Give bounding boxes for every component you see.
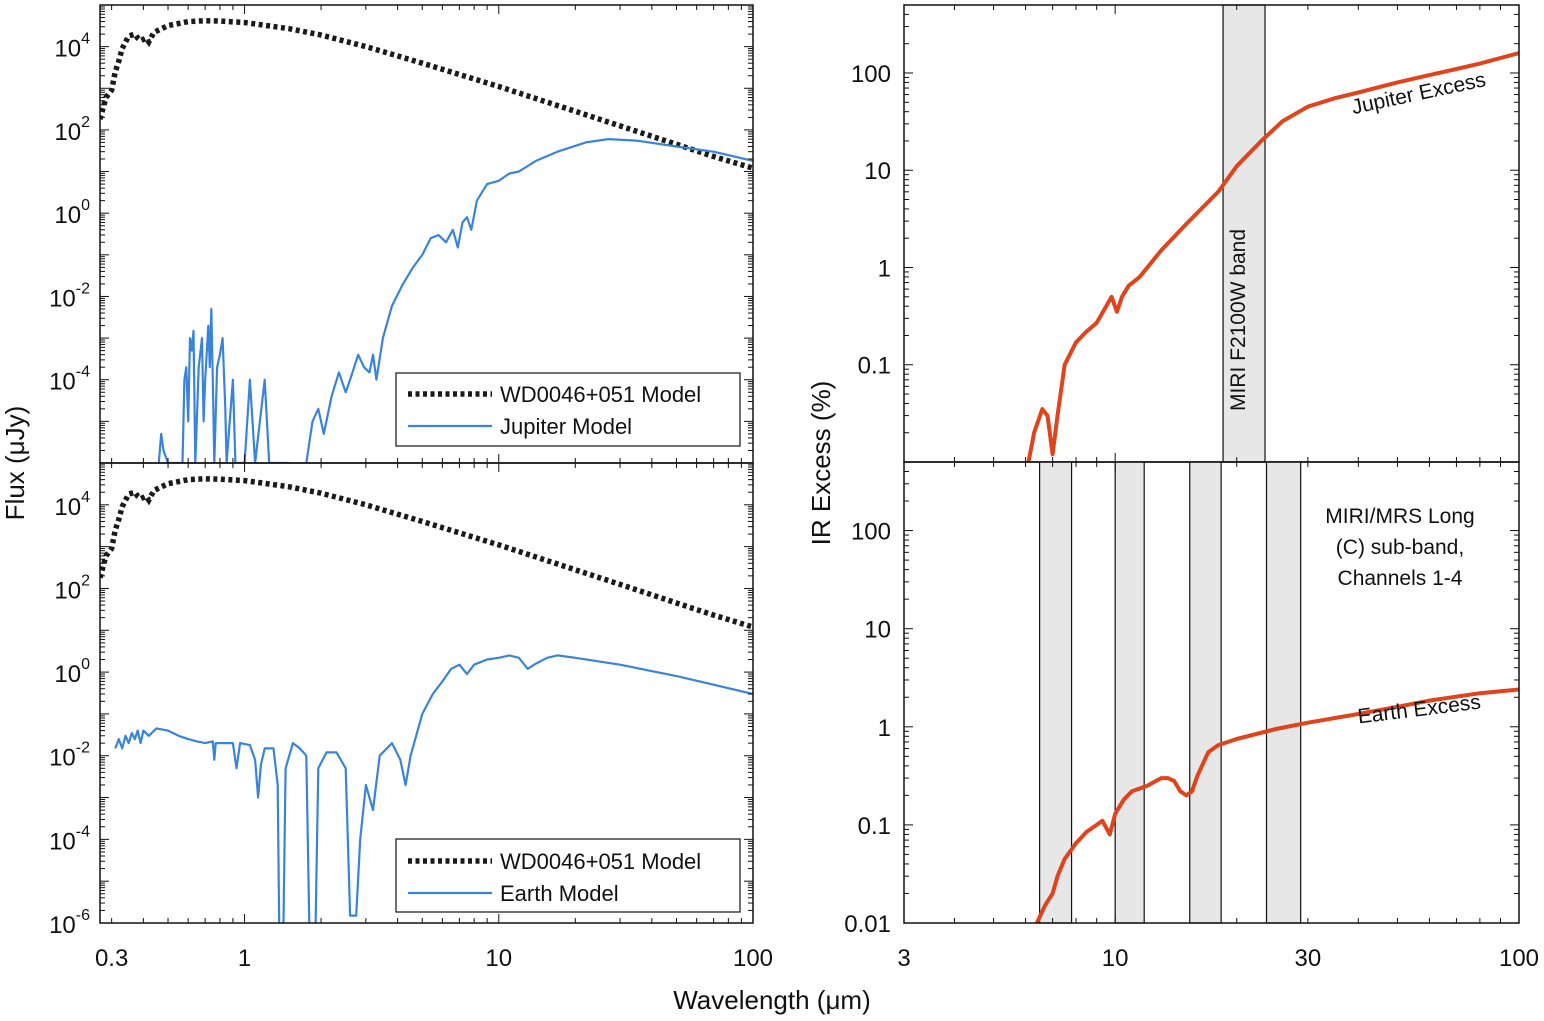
y-tick-label: 1 [878, 715, 891, 742]
x-tick-label: 30 [1294, 945, 1321, 972]
y-tick-label: 100 [54, 197, 90, 229]
y-tick-label: 100 [851, 61, 891, 88]
series-line-1 [1026, 51, 1519, 462]
legend-entry: Earth Model [500, 881, 619, 906]
legend-entry: Jupiter Model [500, 414, 632, 439]
y-tick-label: 10-2 [49, 740, 90, 772]
x-tick-label: 0.3 [95, 945, 128, 972]
x-tick-label: 10 [485, 945, 512, 972]
series-line-2 [157, 138, 753, 463]
band-4 [1265, 461, 1302, 924]
left-y-axis-label: Flux (μJy) [0, 406, 30, 521]
y-tick-label: 0.1 [858, 353, 891, 380]
panel-flux-jupiter: 104 102 100 10-2 10-4 WD0046+051 Model Jupiter… [49, 4, 754, 464]
legend: WD0046+051 Model Earth Model [395, 838, 741, 913]
series-line-1 [100, 17, 753, 171]
curve-label: Earth Excess [1356, 691, 1482, 729]
x-tick-label: 100 [733, 945, 773, 972]
band-label-line: (C) sub-band, [1336, 536, 1464, 559]
x-tick-label: 3 [897, 945, 910, 972]
y-tick-label: 10 [864, 617, 891, 644]
x-tick-label: 1 [238, 945, 251, 972]
legend: WD0046+051 Model Jupiter Model [395, 372, 741, 447]
x-tick-label: 100 [1499, 945, 1539, 972]
axes-frame [99, 462, 754, 924]
y-tick-label: 1 [878, 255, 891, 282]
axes-frame [903, 4, 1520, 463]
y-tick-label: 100 [54, 656, 90, 688]
band-label-line: MIRI/MRS Long [1325, 505, 1474, 528]
y-tick-label: 100 [851, 519, 891, 546]
y-tick-label: 10-4 [49, 823, 90, 855]
y-tick-label: 10 [864, 158, 891, 185]
y-tick-label: 102 [54, 114, 90, 146]
band-label: MIRI F2100W band [1227, 229, 1250, 411]
panel-flux-earth: 104 102 100 10-2 10-4 10-60.3 1 10 100 WD0046+051… [49, 462, 773, 972]
y-tick-label: 0.1 [858, 813, 891, 840]
y-tick-label: 10-2 [49, 280, 90, 312]
axes-frame [903, 461, 1520, 924]
y-tick-label: 10-4 [49, 364, 90, 396]
legend-entry: WD0046+051 Model [500, 382, 701, 407]
legend-box [395, 372, 741, 447]
band-2 [1114, 461, 1145, 924]
x-tick-label: 10 [1102, 945, 1129, 972]
y-tick-label: 0.01 [844, 911, 891, 938]
y-tick-label: 10-6 [49, 907, 90, 939]
y-tick-label: 104 [54, 31, 90, 63]
legend-box [395, 838, 741, 913]
shared-x-axis-label: Wavelength (μm) [673, 985, 871, 1015]
band-label-line: Channels 1-4 [1338, 567, 1463, 590]
y-tick-label: 104 [54, 489, 90, 521]
y-tick-label: 102 [54, 572, 90, 604]
legend-entry: WD0046+051 Model [500, 849, 701, 874]
series-line-1 [1035, 687, 1519, 923]
series-line-2 [114, 654, 753, 923]
series-line-1 [100, 476, 753, 630]
panel-excess-earth: 100 10 1 0.1 0.013 10 30 100 Earth Excess MIRI/MR… [844, 461, 1539, 972]
right-y-axis-label: IR Excess (%) [806, 381, 836, 546]
band-3 [1189, 461, 1222, 924]
